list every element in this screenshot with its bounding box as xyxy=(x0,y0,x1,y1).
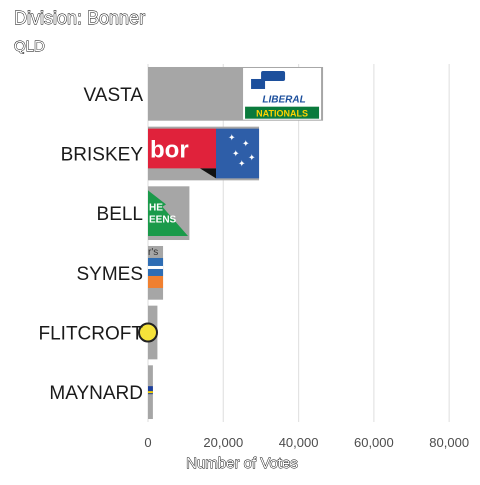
party-logo: LIBERAL NATIONALS xyxy=(243,67,322,120)
x-axis-title: Number of Votes xyxy=(186,455,298,472)
gridlines xyxy=(147,64,450,422)
svg-text:✦: ✦ xyxy=(228,133,236,143)
svg-text:r's: r's xyxy=(148,247,158,258)
x-axis-tick-labels: 0 20,000 40,000 60,000 80,000 xyxy=(144,435,469,450)
party-logo: r's xyxy=(148,247,164,288)
svg-text:✦: ✦ xyxy=(242,139,250,149)
y-axis-labels: VASTA BRISKEY BELL SYMES FLITCROFT MAYNARD xyxy=(39,85,144,404)
party-logo: bor ✦✦✦ ✦✦ xyxy=(148,128,260,179)
y-tick-label: BRISKEY xyxy=(61,145,144,166)
x-tick-label: 80,000 xyxy=(429,435,469,450)
svg-text:✦: ✦ xyxy=(248,153,256,163)
svg-text:NATIONALS: NATIONALS xyxy=(256,109,308,119)
y-tick-label: FLITCROFT xyxy=(39,324,144,345)
y-tick-label: SYMES xyxy=(76,264,143,285)
party-logo xyxy=(148,386,153,395)
chart-subtitle: QLD xyxy=(14,38,45,55)
party-logo xyxy=(138,322,158,343)
y-tick-label: VASTA xyxy=(84,85,144,106)
svg-text:EENS: EENS xyxy=(149,214,177,225)
x-tick-label: 0 xyxy=(144,435,151,450)
svg-text:HE: HE xyxy=(149,202,163,213)
x-tick-label: 20,000 xyxy=(203,435,243,450)
svg-text:bor: bor xyxy=(150,137,189,164)
svg-text:✦: ✦ xyxy=(232,149,240,159)
x-tick-label: 60,000 xyxy=(354,435,394,450)
y-tick-label: MAYNARD xyxy=(49,383,143,404)
y-tick-label: BELL xyxy=(97,204,143,225)
x-tick-label: 40,000 xyxy=(279,435,319,450)
svg-text:✦: ✦ xyxy=(238,159,246,169)
svg-text:LIBERAL: LIBERAL xyxy=(262,95,305,106)
chart-title: Division: Bonner xyxy=(14,8,145,28)
